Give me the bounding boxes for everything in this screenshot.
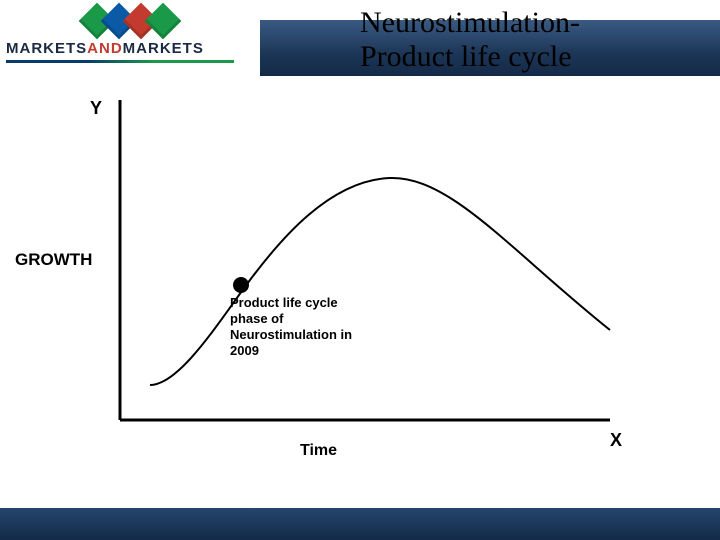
chart-svg — [110, 100, 640, 460]
logo-text: MARKETSANDMARKETS — [6, 40, 204, 57]
phase-annotation: Product life cycle phase of Neurostimula… — [230, 295, 370, 359]
y-axis-title: GROWTH — [15, 250, 92, 270]
title-line-2: Product life cycle — [360, 40, 572, 73]
x-axis-title: Time — [300, 442, 337, 460]
slide: Neurostimulation- Product life cycle MAR… — [0, 0, 720, 540]
diamond-icon — [145, 3, 182, 40]
x-axis-label: X — [610, 430, 622, 451]
page-title: Neurostimulation- Product life cycle — [360, 6, 690, 74]
phase-marker — [233, 277, 249, 293]
y-axis-label: Y — [90, 98, 102, 119]
logo-word-markets2: MARKETS — [123, 40, 204, 57]
logo-word-markets: MARKETS — [6, 40, 87, 57]
logo-word-and: AND — [87, 40, 123, 57]
lifecycle-curve — [150, 178, 610, 385]
logo: MARKETSANDMARKETS — [0, 0, 260, 76]
logo-underline — [6, 60, 234, 63]
footer-bar — [0, 508, 720, 540]
product-lifecycle-chart: Y GROWTH X Time Product life cycle phase… — [110, 100, 640, 460]
title-line-1: Neurostimulation- — [360, 6, 580, 39]
logo-diamonds — [86, 2, 174, 34]
